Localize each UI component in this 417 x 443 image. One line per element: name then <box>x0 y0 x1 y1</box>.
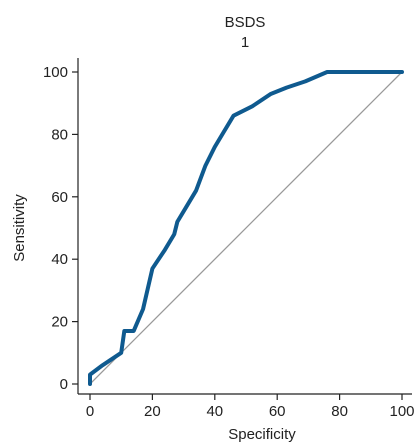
y-tick-label: 40 <box>51 251 68 268</box>
y-tick-label: 0 <box>60 376 68 393</box>
reference-line <box>89 71 403 385</box>
x-tick-label: 40 <box>206 403 223 420</box>
x-tick-label: 100 <box>389 403 414 420</box>
y-tick-label: 20 <box>51 314 68 331</box>
axes-group: 0 20 40 60 80 100 0 20 40 60 80 100 <box>43 58 415 420</box>
x-axis-label: Specificity <box>228 426 296 443</box>
y-axis-label: Sensitivity <box>11 194 28 262</box>
chart-title: BSDS <box>225 14 266 31</box>
series-layer <box>88 70 404 386</box>
x-tick-label: 80 <box>331 403 348 420</box>
chart-subtitle: 1 <box>241 34 249 51</box>
y-tick-label: 100 <box>43 64 68 81</box>
x-tick-label: 20 <box>144 403 161 420</box>
y-tick-label: 80 <box>51 126 68 143</box>
x-tick-label: 60 <box>269 403 286 420</box>
y-tick-label: 60 <box>51 189 68 206</box>
x-tick-label: 0 <box>86 403 94 420</box>
roc-curve-line <box>88 70 404 386</box>
